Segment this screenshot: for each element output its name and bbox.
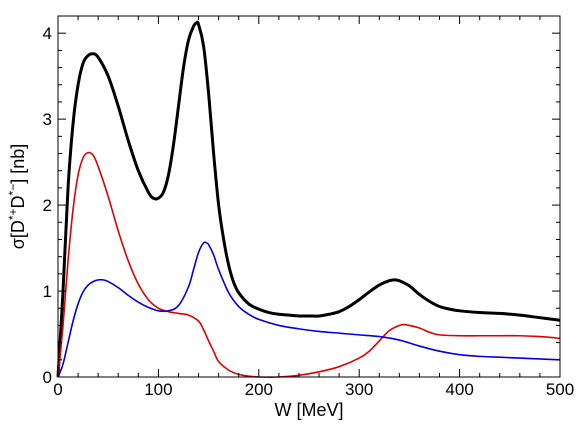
- plot-frame: [57, 15, 561, 378]
- y-axis-label-part: σ[D: [8, 220, 28, 249]
- x-tick-label: 100: [144, 380, 172, 399]
- y-axis-label: σ[D*+D*−] [nb]: [6, 144, 28, 250]
- series-line-red: [57, 151, 561, 378]
- y-tick-label: 1: [43, 282, 52, 301]
- x-tick-label: 300: [345, 380, 373, 399]
- y-tick-label: 4: [43, 24, 52, 43]
- y-tick-label: 3: [43, 110, 52, 129]
- tick-labels: 0 100 200 300 400 500 0 1 2 3 4: [43, 24, 575, 399]
- y-axis-label-part: ] [nb]: [8, 144, 28, 184]
- series-line-blue: [57, 241, 561, 378]
- axis-ticks: [57, 15, 561, 378]
- y-tick-label: 0: [43, 368, 52, 387]
- x-tick-label: 500: [546, 380, 574, 399]
- plot-lines: [56, 20, 561, 378]
- x-tick-label: 0: [53, 380, 62, 399]
- y-tick-label: 2: [43, 196, 52, 215]
- series-line-black: [56, 20, 561, 378]
- y-axis-label-part: D: [8, 195, 28, 208]
- y-axis-label-superscript: *+: [6, 208, 20, 220]
- y-axis-label-superscript: *−: [6, 184, 20, 196]
- x-tick-label: 400: [445, 380, 473, 399]
- x-tick-label: 200: [245, 380, 273, 399]
- x-axis-label: W [MeV]: [274, 400, 343, 420]
